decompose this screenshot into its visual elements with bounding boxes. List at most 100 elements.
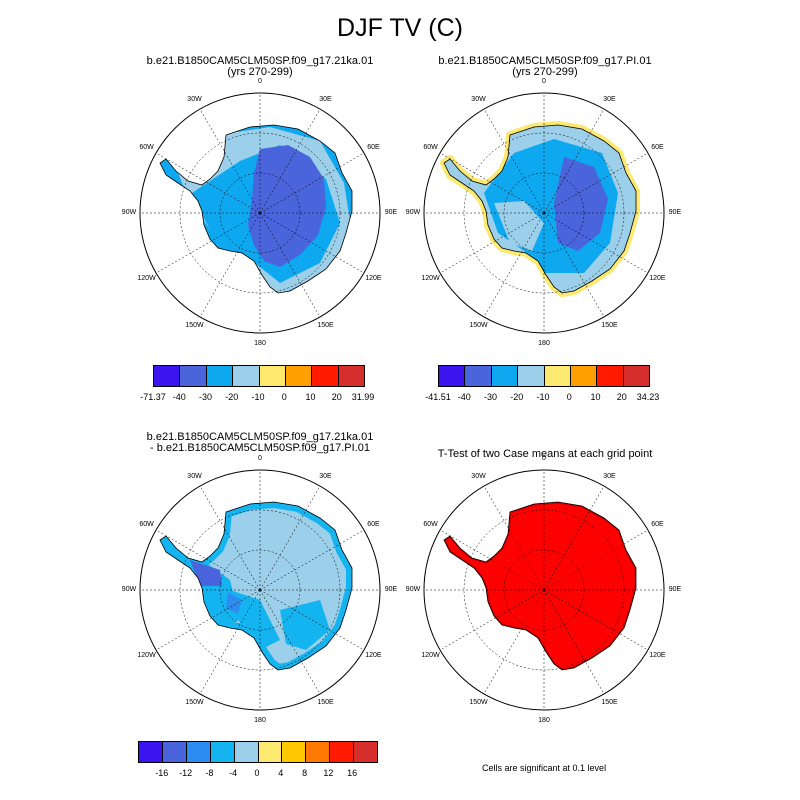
longitude-label: 150E [317,699,334,707]
colorbar-label: -16 [155,768,169,778]
colorbar-swatch [354,742,378,762]
colorbar-label: 20 [616,392,627,402]
colorbar-label: -8 [205,768,214,778]
colorbar-label: 31.99 [351,392,375,402]
longitude-label: 60E [367,520,380,528]
colorbar-label: 0 [566,392,572,402]
longitude-label: 150W [469,322,488,330]
longitude-label: 60W [139,143,154,151]
colorbar-label: 20 [331,392,342,402]
colorbar-swatch [206,366,234,386]
longitude-label: 90E [668,586,682,593]
colorbar-swatch [154,366,181,386]
map-boundary [423,469,665,711]
longitude-label: 30W [187,95,202,103]
longitude-label: 90E [384,209,398,216]
colorbar-label: -20 [510,392,524,402]
longitude-label: 180 [254,340,266,347]
colorbar-label: -12 [179,768,193,778]
panel-title-line2: (yrs 270-299) [227,66,293,78]
longitude-label: 90W [405,586,421,593]
colorbar-swatch [186,742,211,762]
colorbar-label: 8 [302,768,308,778]
longitude-label: 30E [319,472,332,480]
colorbar-swatch [234,742,259,762]
longitude-label: 120W [421,274,440,282]
map-boundary [139,469,381,711]
coastline [443,501,637,671]
longitude-label: 120E [365,274,382,282]
colorbar-label: 10 [305,392,316,402]
map-svg [423,92,665,334]
longitude-label: 30E [319,95,332,103]
colorbar-swatch [623,366,649,386]
coastline [443,124,637,294]
map-boundary [423,92,665,334]
longitude-label: 30E [603,95,616,103]
meridian-line [483,212,545,318]
significance-note: Cells are significant at 0.1 level [482,763,607,773]
panel-title-line1: b.e21.B1850CAM5CLM50SP.f09_g17.21ka.01 [146,55,374,67]
longitude-label: 120E [649,274,666,282]
colorbar-label: -30 [483,392,498,402]
colorbar-swatch [518,366,545,386]
longitude-label: 150W [469,699,488,707]
longitude-label: 180 [254,717,266,724]
meridian-line [259,212,321,318]
colorbar-difference [138,741,378,763]
colorbar-swatch [439,366,466,386]
colorbar-swatch [330,742,355,762]
colorbar-swatch [285,366,313,386]
colorbar-swatch [139,742,163,762]
longitude-label: 120W [421,651,440,659]
longitude-label: 0 [542,455,546,462]
colorbar-label: -10 [251,392,265,402]
figure-title: DJF TV (C) [337,14,463,42]
colorbar-label: 4 [278,768,284,778]
panel-title-top-right: b.e21.B1850CAM5CLM50SP.f09_g17.PI.01 (yr… [395,56,695,78]
panel-title-line2: - b.e21.B1850CAM5CLM50SP.f09_g17.PI.01 [150,442,370,454]
colorbar-swatch [491,366,519,386]
longitude-label: 120W [137,651,156,659]
longitude-label: 60W [139,520,154,528]
colorbar-swatch [282,742,307,762]
longitude-label: 60W [423,520,438,528]
colorbar-label: -4 [229,768,238,778]
colorbar-label: 34.23 [636,392,660,402]
colorbar-swatch [465,366,492,386]
panel-title-line1: T-Test of two Case means at each grid po… [437,448,653,460]
longitude-label: 120E [365,651,382,659]
meridian-line [543,212,605,318]
colorbar-swatch [233,366,260,386]
colorbar-swatch [306,742,331,762]
longitude-label: 150W [185,699,204,707]
colorbar-pi [438,365,650,387]
longitude-label: 30W [471,472,486,480]
colorbar-label: 0 [254,768,260,778]
longitude-label: 30W [471,95,486,103]
map-svg [423,469,665,711]
longitude-label: 30E [603,472,616,480]
colorbar-label: 10 [590,392,601,402]
colorbar-label: -41.51 [425,392,451,402]
colorbar-label: -30 [198,392,213,402]
longitude-label: 180 [538,340,550,347]
colorbar-swatch [570,366,598,386]
longitude-label: 0 [258,78,262,85]
longitude-label: 150E [601,699,618,707]
land-fill [444,502,636,670]
longitude-label: 120E [649,651,666,659]
longitude-label: 120W [137,274,156,282]
longitude-label: 90W [121,209,137,216]
colorbar-swatch [258,742,283,762]
longitude-label: 90E [384,586,398,593]
panel-title-line1: b.e21.B1850CAM5CLM50SP.f09_g17.PI.01 [438,55,652,67]
longitude-label: 150E [601,322,618,330]
map-svg [139,92,381,334]
polar-map-pi: 0 30E 60E 90E 120E 150E 180 150W 120W 90W 60W 30W [406,78,681,347]
colorbar-label: -10 [536,392,550,402]
colorbar-swatch [338,366,364,386]
longitude-label: 180 [538,717,550,724]
colorbar-label: 16 [347,768,358,778]
colorbar-swatch [544,366,571,386]
